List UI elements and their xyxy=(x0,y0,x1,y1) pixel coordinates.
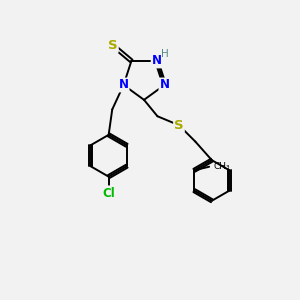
Text: H: H xyxy=(161,50,169,59)
Text: Cl: Cl xyxy=(102,187,115,200)
Text: N: N xyxy=(118,79,129,92)
Text: CH₃: CH₃ xyxy=(214,162,230,171)
Text: S: S xyxy=(108,39,118,52)
Text: N: N xyxy=(152,54,162,68)
Text: N: N xyxy=(160,79,170,92)
Text: S: S xyxy=(174,119,184,132)
